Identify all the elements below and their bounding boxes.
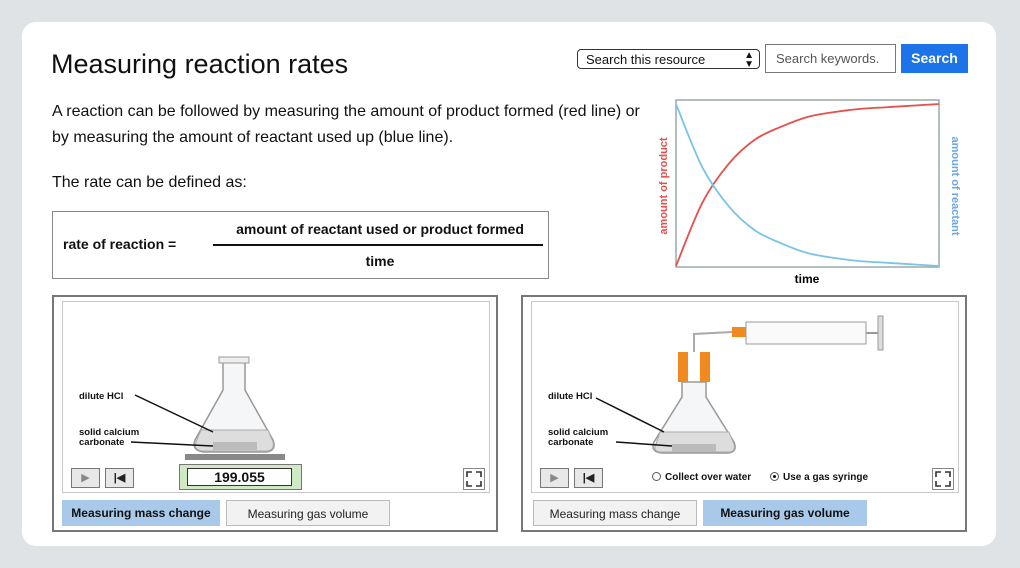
balance-display: 199.055 xyxy=(179,464,302,490)
calcium-carbonate-solid xyxy=(213,442,257,450)
flask-rim xyxy=(218,356,250,364)
syringe-handle xyxy=(877,315,884,351)
mass-change-simulation: dilute HCl solid calcium carbonate 199.0… xyxy=(52,295,498,532)
radio-label: Use a gas syringe xyxy=(783,472,869,483)
rate-formula-box: rate of reaction = amount of reactant us… xyxy=(52,211,549,279)
label-dilute-hcl: dilute HCl xyxy=(548,391,593,402)
formula-lhs: rate of reaction = xyxy=(63,236,177,252)
reaction-rate-chart: time amount of product amount of reactan… xyxy=(658,99,961,286)
search-scope-select[interactable]: Search this resource ▲ ▼ xyxy=(577,49,760,70)
skip-back-icon: |◀ xyxy=(582,472,595,484)
radio-label: Collect over water xyxy=(665,472,752,483)
formula-numerator: amount of reactant used or product forme… xyxy=(236,221,524,237)
tab-measuring-mass-change[interactable]: Measuring mass change xyxy=(62,500,220,526)
formula-denominator: time xyxy=(365,253,395,269)
product-curve xyxy=(675,103,940,267)
solid-pointer-line xyxy=(615,441,673,447)
gas-syringe-barrel xyxy=(745,321,867,345)
select-arrows-icon: ▲ ▼ xyxy=(744,50,754,70)
rate-definition-text: The rate can be defined as: xyxy=(52,174,247,191)
fullscreen-button[interactable] xyxy=(463,468,485,490)
syringe-clamp-right xyxy=(700,352,710,382)
expand-icon xyxy=(935,471,951,487)
radio-use-gas-syringe[interactable]: Use a gas syringe xyxy=(770,472,868,484)
fullscreen-button[interactable] xyxy=(932,468,954,490)
label-dilute-hcl: dilute HCl xyxy=(79,391,124,402)
syringe-tip xyxy=(732,327,746,337)
simulation-stage: dilute HCl solid calcium carbonate ▶ |◀ … xyxy=(531,301,959,493)
acid-pointer-line xyxy=(595,397,665,433)
chart-plot-area xyxy=(675,99,940,268)
label-solid-carbonate: solid calcium carbonate xyxy=(548,427,609,448)
page-title: Measuring reaction rates xyxy=(51,49,349,79)
simulation-stage: dilute HCl solid calcium carbonate 199.0… xyxy=(62,301,490,493)
skip-back-icon: |◀ xyxy=(113,472,126,484)
play-icon: ▶ xyxy=(550,472,559,484)
radio-collect-over-water[interactable]: Collect over water xyxy=(652,472,751,484)
formula-fraction-bar xyxy=(213,244,543,246)
radio-circle xyxy=(652,472,661,481)
syringe-clamp-left xyxy=(678,352,688,382)
y-axis-label-right: amount of reactant xyxy=(949,136,961,235)
solid-pointer-line xyxy=(130,441,214,447)
balance-pan xyxy=(185,454,285,460)
balance-reading: 199.055 xyxy=(187,468,292,486)
flask-with-gas-syringe-illustration xyxy=(595,315,884,454)
calcium-carbonate-solid xyxy=(672,444,716,452)
play-button[interactable]: ▶ xyxy=(71,468,100,488)
gas-volume-simulation: dilute HCl solid calcium carbonate ▶ |◀ … xyxy=(521,295,967,532)
tab-measuring-gas-volume[interactable]: Measuring gas volume xyxy=(703,500,867,526)
reset-button[interactable]: |◀ xyxy=(105,468,134,488)
acid-pointer-line xyxy=(134,394,214,433)
reactant-curve xyxy=(675,103,940,267)
x-axis-label: time xyxy=(795,272,820,286)
tab-measuring-mass-change[interactable]: Measuring mass change xyxy=(533,500,697,526)
label-solid-carbonate: solid calcium carbonate xyxy=(79,427,140,448)
tab-measuring-gas-volume[interactable]: Measuring gas volume xyxy=(226,500,390,526)
radio-circle-selected xyxy=(770,472,779,481)
flask-on-balance-illustration xyxy=(130,356,285,460)
intro-paragraph: A reaction can be followed by measuring … xyxy=(52,103,640,146)
expand-icon xyxy=(466,471,482,487)
delivery-tube xyxy=(693,331,733,352)
play-icon: ▶ xyxy=(81,472,90,484)
reset-button[interactable]: |◀ xyxy=(574,468,603,488)
search-scope-label: Search this resource xyxy=(586,52,706,67)
search-input[interactable]: Search keywords. xyxy=(765,44,896,73)
search-button[interactable]: Search xyxy=(901,44,968,73)
y-axis-label-left: amount of product xyxy=(658,137,670,234)
content-card: Measuring reaction rates Search this res… xyxy=(22,22,996,546)
play-button[interactable]: ▶ xyxy=(540,468,569,488)
